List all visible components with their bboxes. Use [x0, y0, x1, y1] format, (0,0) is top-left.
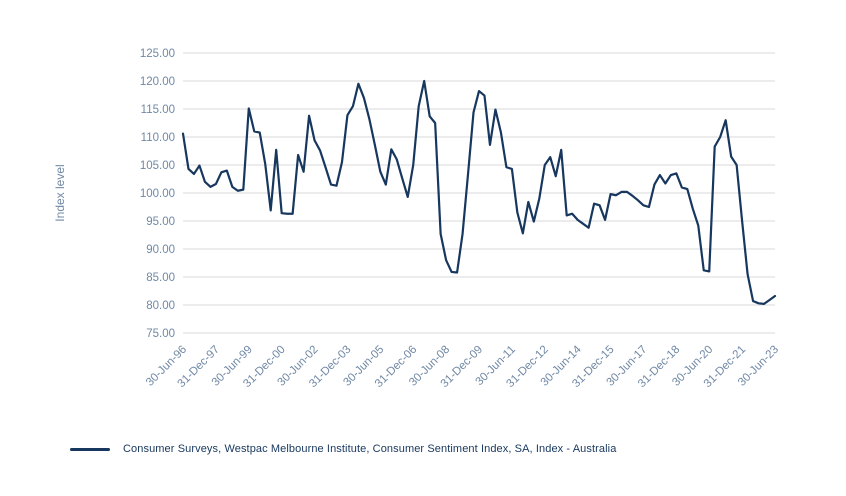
y-tick-label: 80.00 [146, 300, 175, 312]
y-tick-label: 95.00 [146, 216, 175, 228]
y-tick-label: 115.00 [141, 104, 175, 116]
legend-line-swatch [70, 447, 110, 451]
y-tick-label: 105.00 [140, 160, 175, 172]
y-axis-title: Index level [53, 164, 67, 221]
legend-label: Consumer Surveys, Westpac Melbourne Inst… [123, 443, 617, 455]
y-tick-label: 120.00 [140, 76, 175, 88]
y-tick-label: 90.00 [146, 244, 175, 256]
y-tick-label: 100.00 [140, 188, 175, 200]
y-tick-label: 75.00 [146, 328, 175, 340]
y-tick-label: 110.00 [141, 132, 175, 144]
sentiment-line-chart: 125.00 120.00 115.00 110.00 105.00 100.00 95.0… [53, 48, 781, 390]
series-line [181, 79, 777, 305]
y-tick-label: 125.00 [140, 48, 175, 60]
chart-legend: Consumer Surveys, Westpac Melbourne Inst… [70, 441, 616, 457]
y-tick-label: 85.00 [146, 272, 175, 284]
